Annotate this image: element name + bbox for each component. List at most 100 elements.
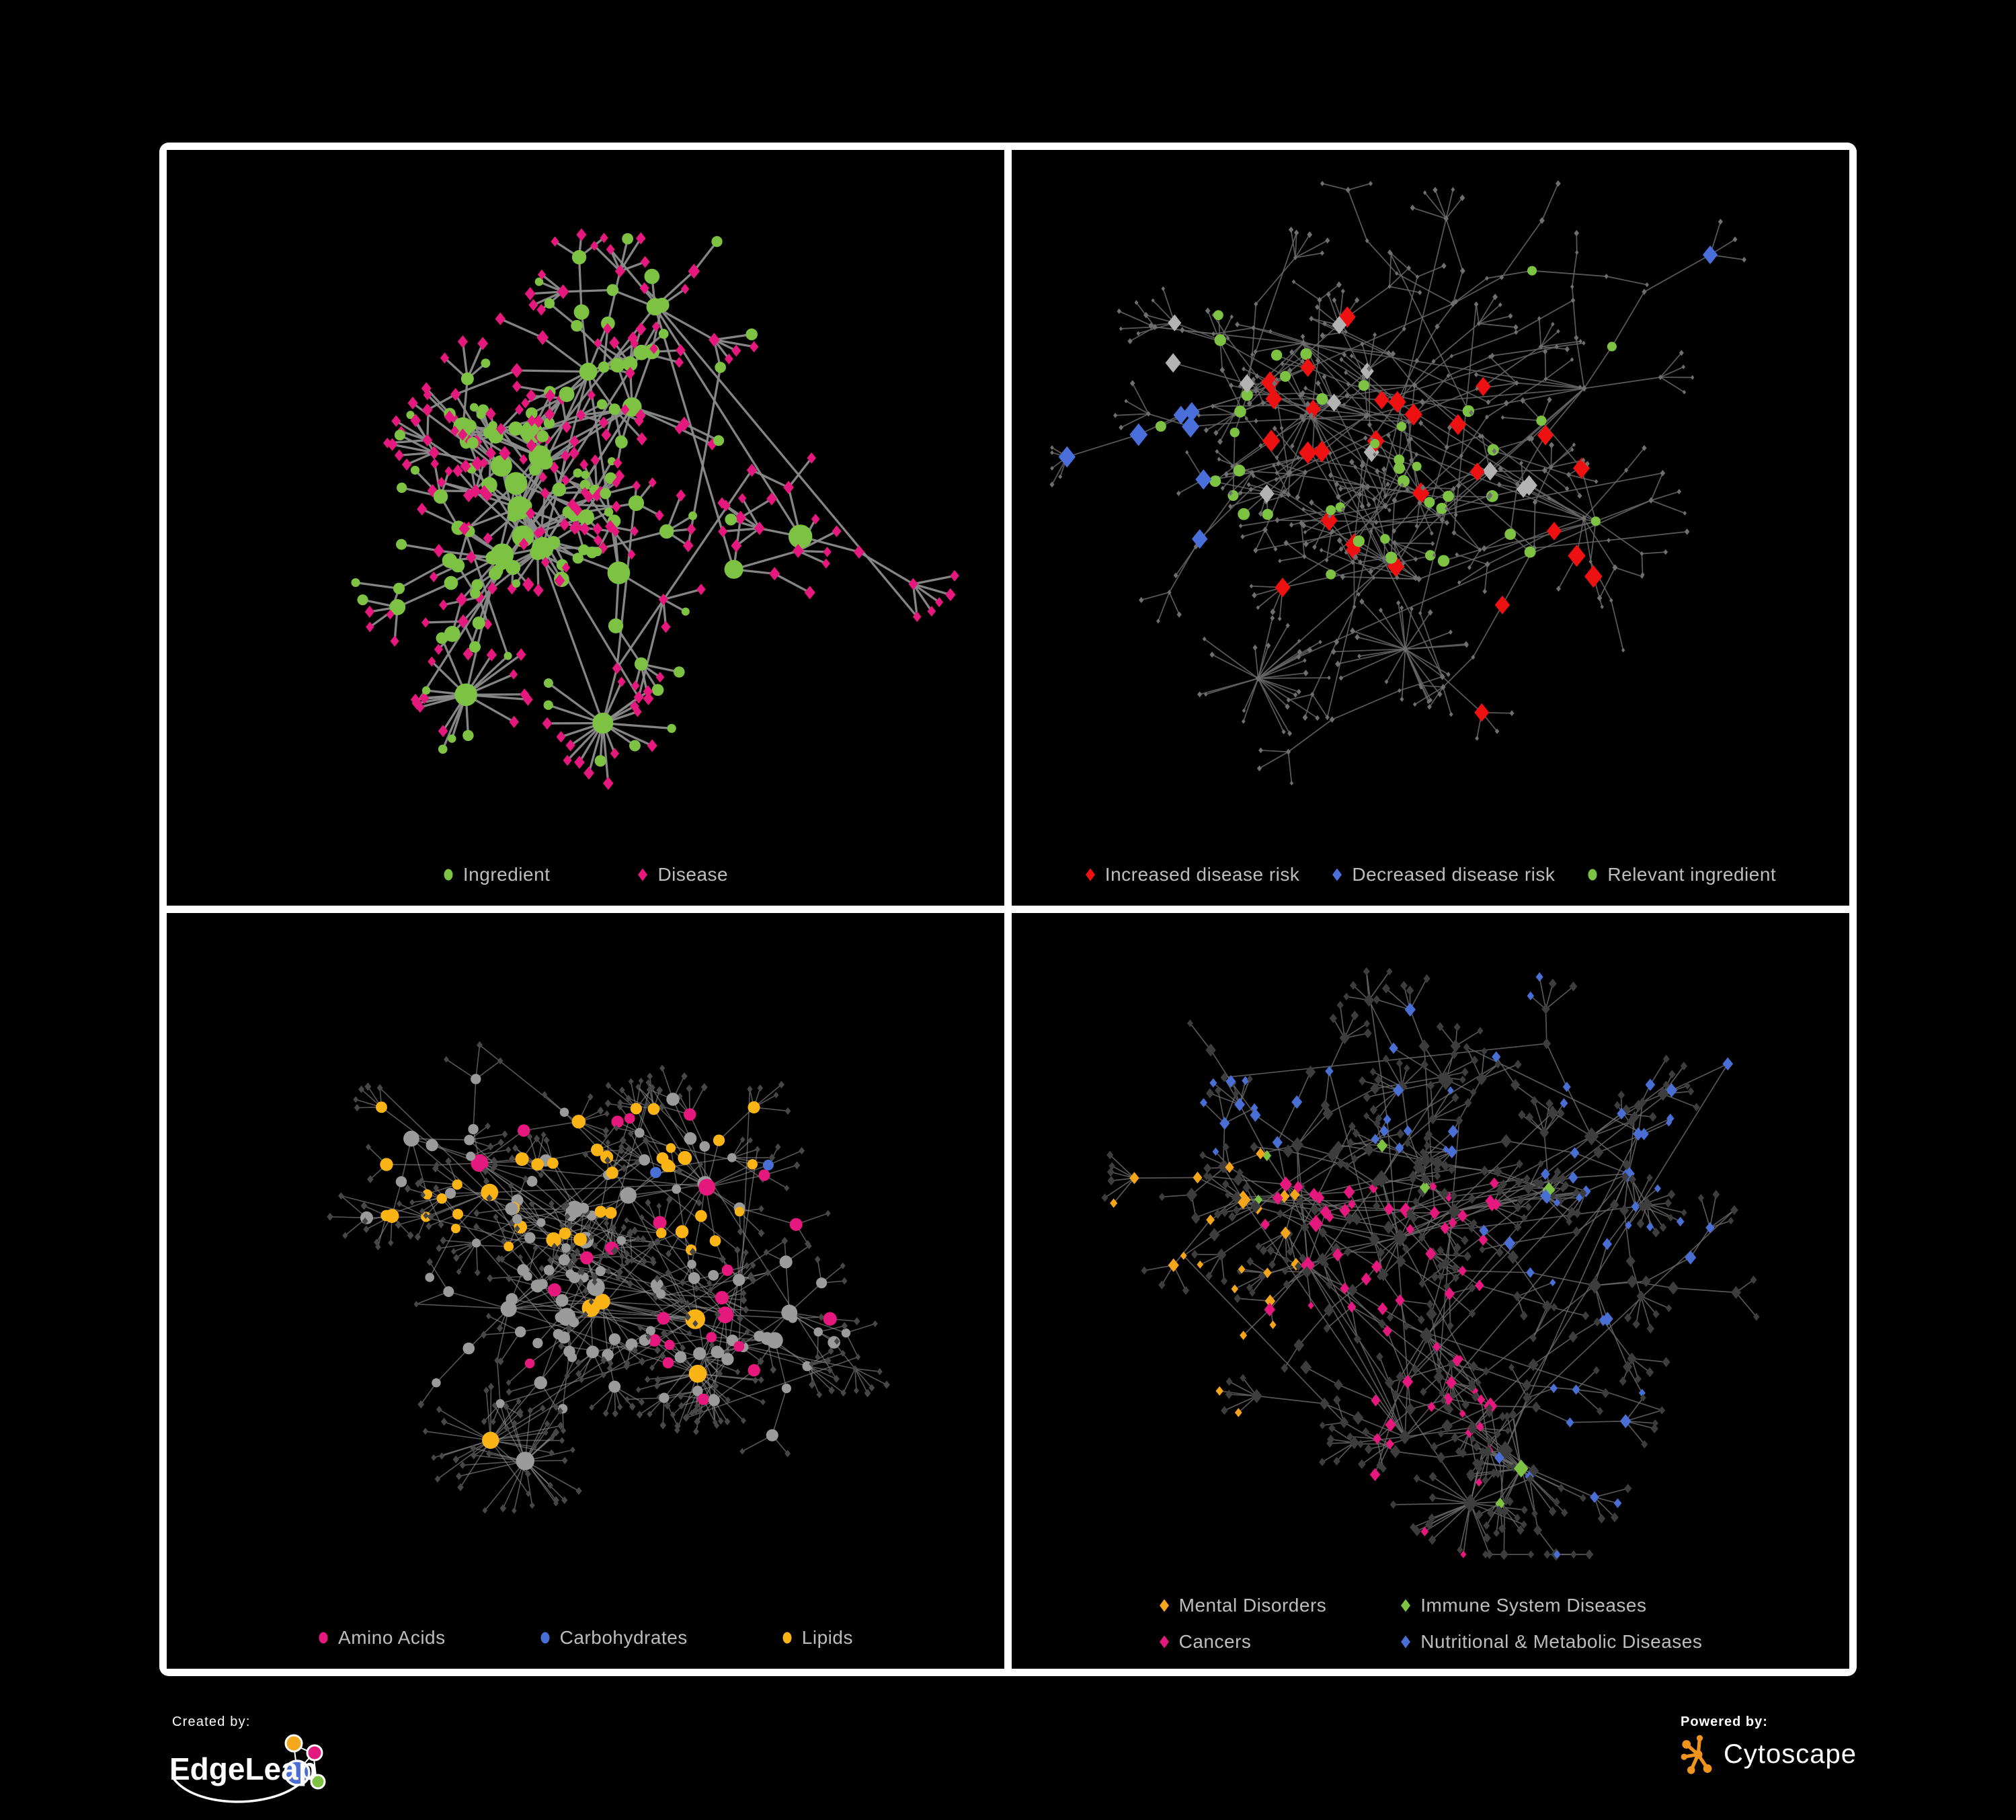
network-node (579, 479, 591, 491)
network-node (1470, 1055, 1479, 1066)
network-node (1594, 479, 1599, 484)
network-node (717, 497, 727, 509)
network-node (1050, 445, 1054, 450)
network-node (1385, 1417, 1396, 1432)
network-node (750, 1276, 757, 1285)
network-node (1520, 1310, 1528, 1321)
network-node (572, 553, 583, 564)
network-node (1302, 553, 1307, 559)
network-node (1648, 1111, 1657, 1122)
network-node (1324, 1304, 1334, 1317)
network-node (1436, 1022, 1444, 1031)
network-node (721, 500, 731, 512)
network-node (394, 430, 405, 441)
network-node (1418, 610, 1422, 616)
network-node (1346, 381, 1350, 387)
network-node (883, 1380, 890, 1389)
network-node (1389, 1042, 1398, 1054)
network-node (1464, 1098, 1472, 1108)
network-node (1354, 296, 1360, 304)
network-node (1504, 528, 1517, 541)
network-node (543, 1429, 549, 1436)
network-node (1444, 1287, 1455, 1301)
network-node (1527, 435, 1532, 442)
network-node (1535, 972, 1543, 982)
network-node (658, 329, 669, 339)
network-node (458, 522, 470, 536)
network-node (1373, 1201, 1381, 1211)
network-node (1619, 1414, 1631, 1429)
network-node (655, 510, 664, 521)
network-node (1601, 1312, 1613, 1327)
network-node (1417, 500, 1422, 506)
network-node (656, 1086, 663, 1095)
network-node (1593, 1317, 1601, 1327)
network-node (579, 1251, 594, 1265)
network-node (1309, 691, 1315, 697)
network-node (1429, 530, 1434, 536)
network-node (531, 1158, 544, 1171)
network-node (633, 706, 642, 717)
network-node (1498, 1412, 1506, 1421)
network-node (1428, 698, 1433, 703)
network-node (428, 656, 436, 667)
network-node (1371, 1177, 1380, 1189)
network-node (1225, 1390, 1233, 1399)
network-node (1328, 450, 1332, 456)
network-node (1570, 1550, 1577, 1559)
network-node (1315, 357, 1321, 364)
network-node (746, 463, 758, 477)
network-node (598, 1253, 604, 1261)
network-node (1690, 375, 1695, 380)
network-node (547, 1283, 561, 1297)
network-node (654, 297, 670, 313)
network-node (366, 1143, 372, 1151)
network-node (1437, 1429, 1445, 1438)
network-node (1449, 413, 1467, 436)
legend-item: Disease (637, 864, 728, 885)
network-node (595, 1265, 606, 1277)
network-node (872, 1320, 878, 1327)
network-node (1478, 1458, 1485, 1466)
network-node (1360, 483, 1365, 489)
network-node (1234, 1408, 1242, 1417)
network-node (1601, 1388, 1610, 1398)
network-node (414, 1232, 421, 1241)
network-node (1461, 1399, 1470, 1410)
network-node (1271, 350, 1283, 361)
network-node (438, 1452, 445, 1460)
network-node (1443, 490, 1454, 502)
legend-label: Relevant ingredient (1607, 864, 1777, 885)
network-node (457, 335, 469, 348)
network-node (1381, 555, 1387, 562)
network-node (1343, 992, 1350, 1000)
network-node (823, 547, 832, 557)
network-node (1211, 331, 1216, 337)
network-node (540, 557, 550, 568)
network-node (525, 507, 536, 520)
network-node (1547, 1105, 1558, 1120)
network-node (353, 1096, 359, 1103)
network-node (1600, 604, 1604, 609)
network-node (454, 683, 478, 707)
network-node (630, 526, 639, 537)
network-node (431, 1454, 437, 1461)
network-node (1489, 1177, 1499, 1189)
network-node (799, 1146, 805, 1155)
network-node (1359, 598, 1365, 605)
network-node (674, 666, 685, 678)
network-node (1475, 1509, 1484, 1519)
network-node (1350, 1154, 1359, 1164)
network-node (1406, 985, 1414, 996)
network-node (639, 1357, 646, 1366)
network-node (1482, 1550, 1489, 1559)
network-node (1485, 276, 1489, 281)
network-node (1295, 493, 1301, 501)
network-node (486, 1194, 493, 1203)
network-node (1418, 1279, 1426, 1288)
network-node (1554, 1550, 1561, 1559)
network-node (1214, 334, 1226, 346)
network-node (597, 1107, 604, 1115)
network-node (1248, 486, 1254, 493)
network-node (717, 1417, 724, 1425)
